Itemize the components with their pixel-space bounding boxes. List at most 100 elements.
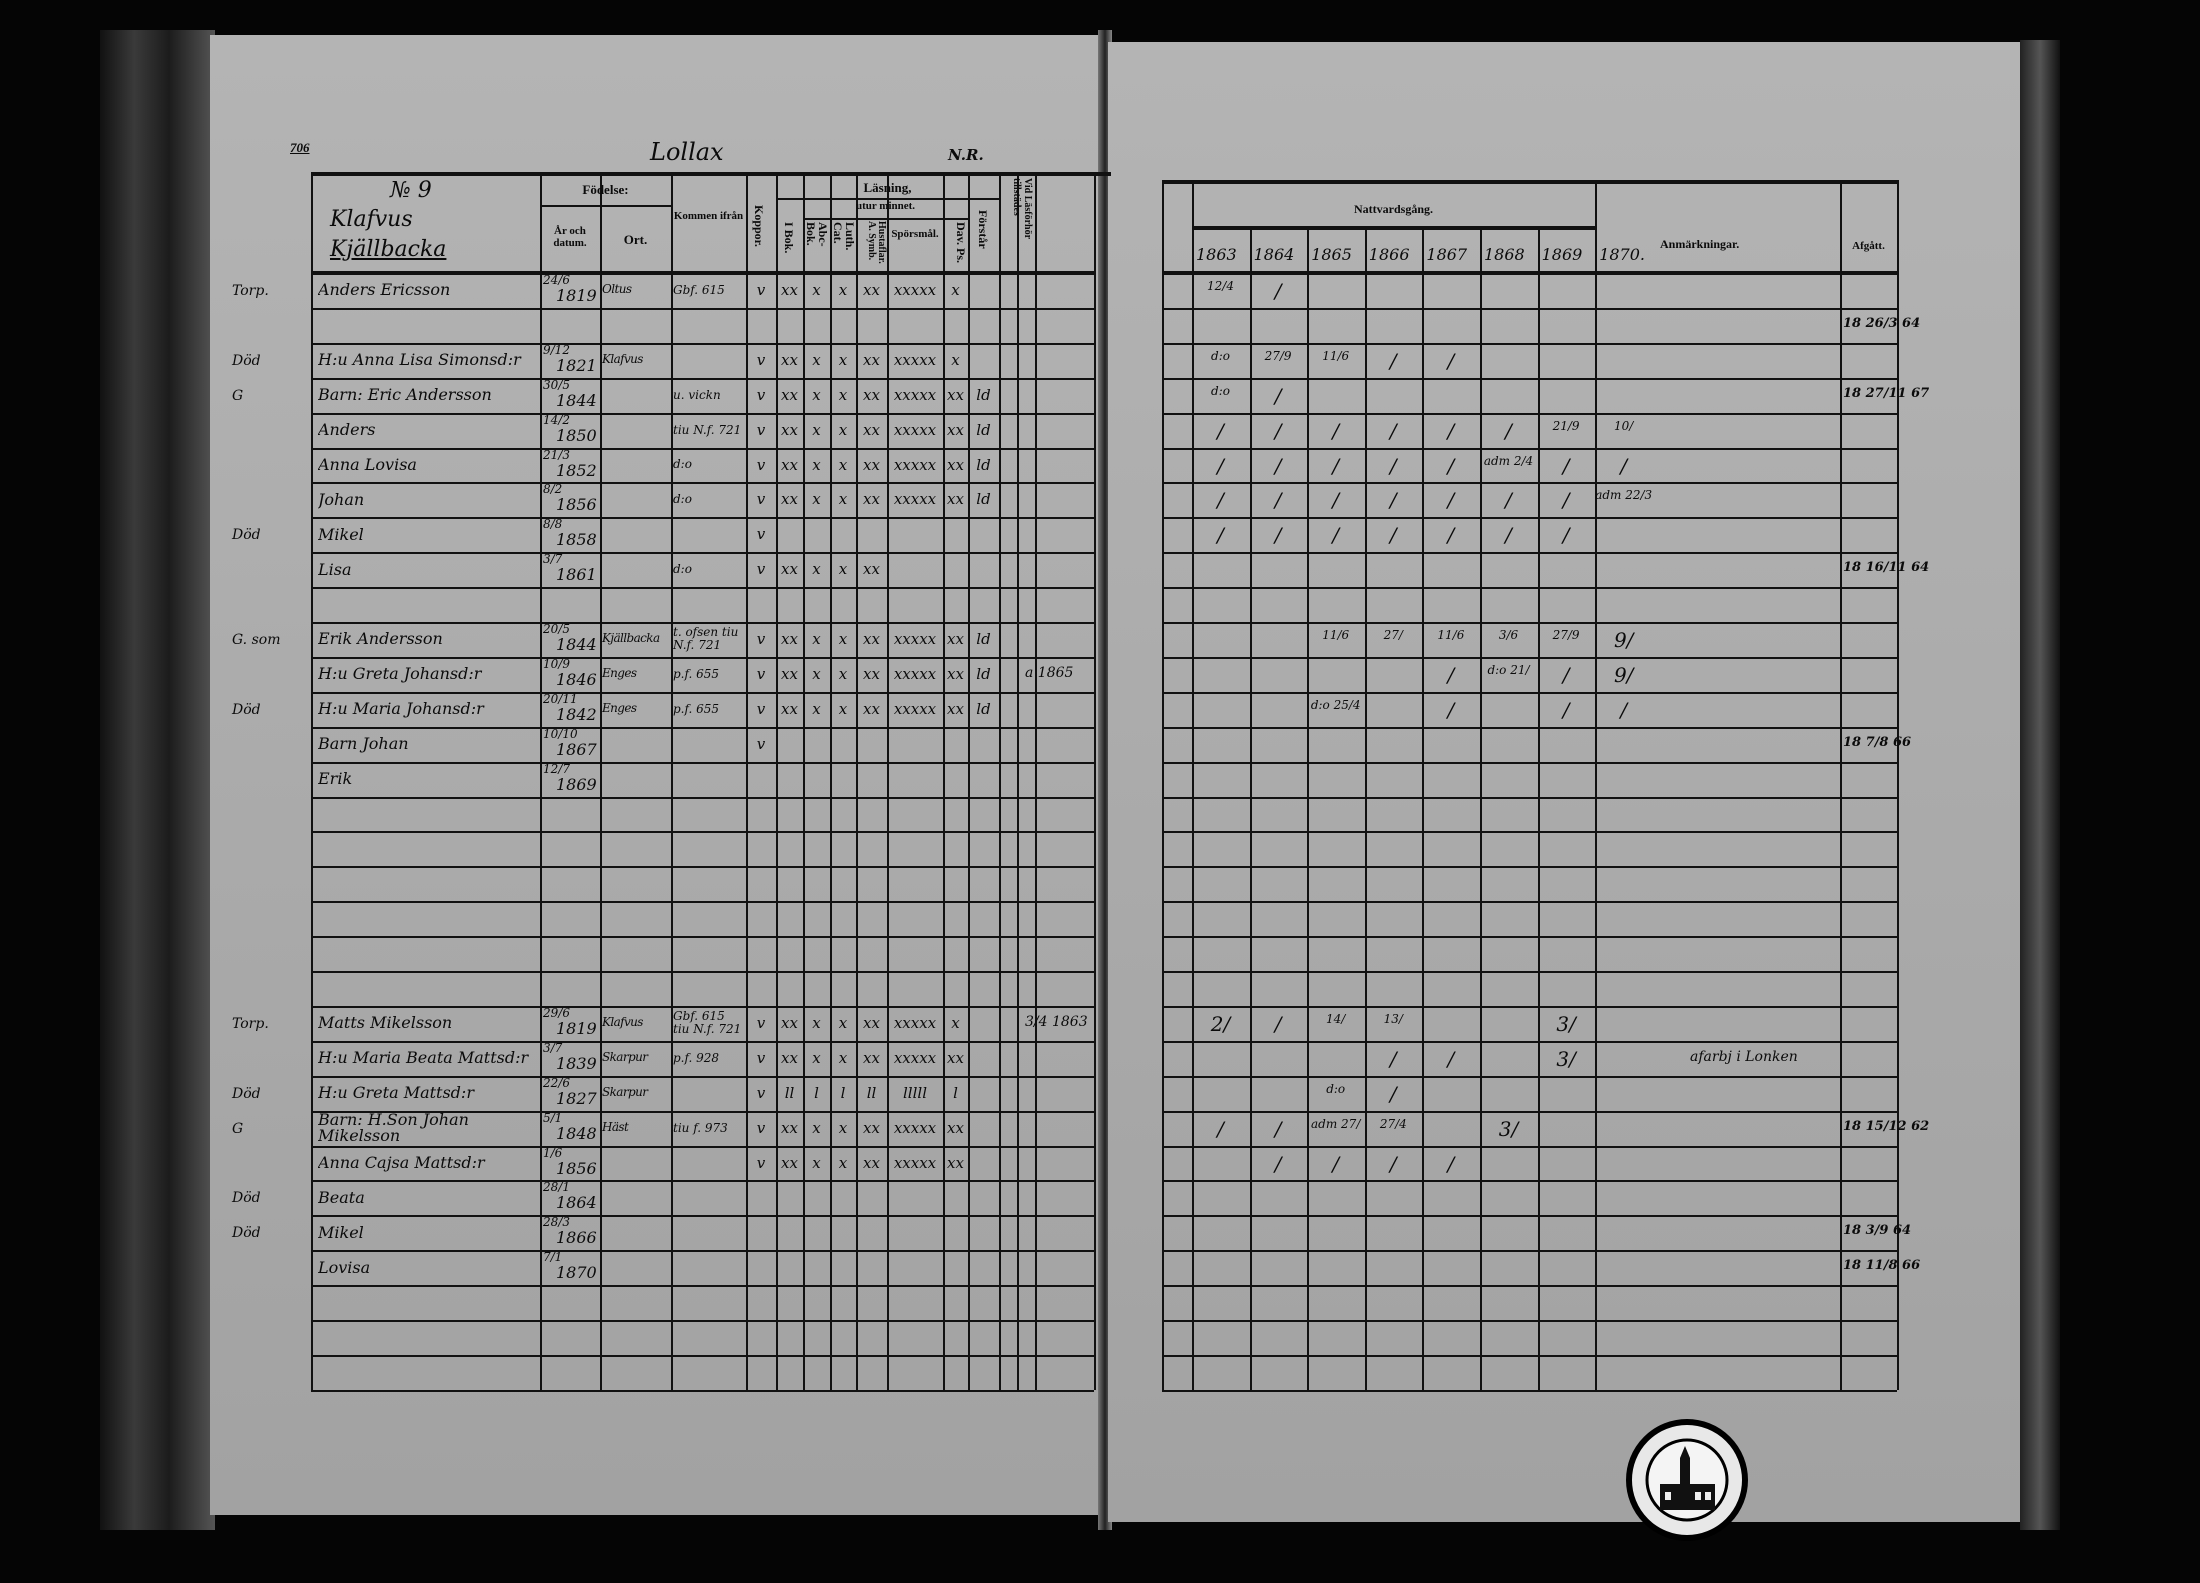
- reading-mark: x: [812, 560, 821, 579]
- reading-mark: xxxxx: [893, 490, 937, 509]
- nattvard-divider: [1192, 226, 1595, 230]
- year-header: 1867: [1426, 245, 1468, 264]
- communion-mark: /: [1332, 418, 1340, 443]
- reading-mark: x: [951, 350, 960, 369]
- page-number: 706: [290, 140, 310, 155]
- birth-year: 1848: [556, 1123, 597, 1143]
- row-line: [311, 656, 1094, 659]
- birth-year: 1861: [556, 565, 597, 585]
- communion-mark: /: [1217, 453, 1224, 478]
- right-header-top-line: [1162, 180, 1897, 184]
- communion-mark: d:o: [1326, 1081, 1346, 1096]
- birth-year: 1869: [556, 774, 597, 794]
- moved-from: u. vickn: [673, 387, 721, 402]
- column-divider: [1537, 226, 1540, 1390]
- person-name: Anders Ericsson: [318, 280, 451, 300]
- birth-year: 1821: [556, 355, 597, 375]
- reading-mark: xx: [781, 1153, 798, 1172]
- margin-note: Död: [232, 1225, 261, 1242]
- birth-year: 1870: [556, 1263, 597, 1283]
- communion-mark: /: [1332, 523, 1340, 548]
- communion-mark: /: [1447, 697, 1455, 722]
- birth-date: 8/2: [543, 482, 563, 497]
- birth-place: Oltus: [602, 282, 632, 296]
- departure-date: 18 7/8 66: [1843, 734, 1912, 750]
- communion-mark: /: [1274, 1011, 1282, 1036]
- communion-mark: 14/: [1326, 1011, 1346, 1026]
- communion-mark: 12/4: [1207, 279, 1234, 293]
- moved-from: p.f. 928: [673, 1050, 720, 1065]
- row-line: [1162, 1389, 1897, 1392]
- birth-date: 9/12: [543, 342, 570, 357]
- birth-date: 3/7: [543, 1040, 563, 1055]
- row-line: [1162, 726, 1897, 729]
- departure-date: 18 3/9 64: [1843, 1223, 1912, 1239]
- koppor-mark: v: [756, 734, 766, 753]
- communion-mark: /: [1562, 453, 1570, 478]
- person-name: Mikel: [318, 1222, 364, 1242]
- moved-from: [673, 1079, 745, 1108]
- communion-mark: 13/: [1383, 1011, 1403, 1026]
- row-line: [311, 901, 1094, 904]
- archive-stamp: [1626, 1419, 1748, 1541]
- row-line: [1162, 656, 1897, 659]
- person-name: H:u Maria Johansd:r: [318, 699, 484, 719]
- row-line: [1162, 587, 1897, 590]
- communion-mark: /: [1389, 1081, 1397, 1106]
- row-line: [1162, 1040, 1897, 1043]
- reading-mark: xxxxx: [893, 455, 937, 474]
- reading-mark: ld: [976, 699, 991, 718]
- reading-mark: xx: [863, 385, 880, 404]
- reading-mark: x: [838, 1118, 848, 1137]
- communion-mark: 11/6: [1437, 628, 1465, 642]
- birth-date: 30/5: [543, 377, 570, 392]
- row-line: [311, 691, 1094, 694]
- row-line: [1162, 1250, 1897, 1253]
- margin-note: Död: [232, 527, 261, 544]
- communion-mark: /: [1274, 453, 1282, 478]
- reading-mark: x: [838, 1153, 848, 1172]
- moved-from: d:o: [673, 492, 692, 507]
- reading-mark: xx: [863, 630, 880, 648]
- communion-mark: /: [1389, 418, 1397, 443]
- communion-mark: /: [1447, 348, 1455, 373]
- moved-from: p.f. 655: [673, 701, 720, 716]
- row-line: [311, 1180, 1094, 1183]
- reading-mark: xxxxx: [893, 1013, 937, 1032]
- reading-mark: x: [812, 420, 821, 439]
- communion-mark: /: [1389, 1151, 1397, 1176]
- communion-mark: /: [1447, 523, 1455, 548]
- reading-mark: xx: [863, 420, 880, 439]
- birth-year: 1858: [556, 530, 597, 550]
- column-divider: [887, 173, 889, 1390]
- communion-mark: 27/9: [1552, 628, 1580, 642]
- reading-mark: x: [812, 1118, 821, 1137]
- row-line: [1162, 1354, 1897, 1357]
- reading-mark: xxxxx: [893, 664, 937, 683]
- year-header: 1868: [1484, 245, 1525, 264]
- reading-mark: xx: [781, 664, 798, 683]
- column-divider: [1162, 180, 1164, 1390]
- reading-mark: x: [838, 420, 848, 439]
- reading-mark: xx: [781, 1118, 798, 1137]
- reading-mark: x: [838, 281, 848, 299]
- header-utur-minnet: utur minnet.: [855, 200, 916, 212]
- header-top-line: [311, 172, 1111, 176]
- communion-mark: /: [1217, 418, 1224, 443]
- reading-mark: x: [812, 699, 821, 718]
- birth-date: 21/3: [543, 447, 570, 462]
- header-lasning: Läsning,: [863, 180, 912, 195]
- reading-mark: ld: [976, 630, 991, 648]
- row-line: [1162, 377, 1897, 380]
- column-divider: [1035, 173, 1037, 1390]
- communion-mark: d:o 25/4: [1310, 697, 1361, 712]
- birth-date: 8/8: [543, 517, 563, 532]
- reading-mark: x: [812, 664, 821, 683]
- birth-place: Skarpur: [602, 1049, 648, 1064]
- birth-date: 14/2: [543, 412, 570, 427]
- row-line: [1162, 482, 1897, 485]
- reading-mark: xx: [863, 699, 880, 718]
- departure-date: 18 26/3 64: [1843, 315, 1921, 331]
- fodelse-divider: [540, 205, 671, 207]
- reading-mark: ll: [784, 1083, 795, 1102]
